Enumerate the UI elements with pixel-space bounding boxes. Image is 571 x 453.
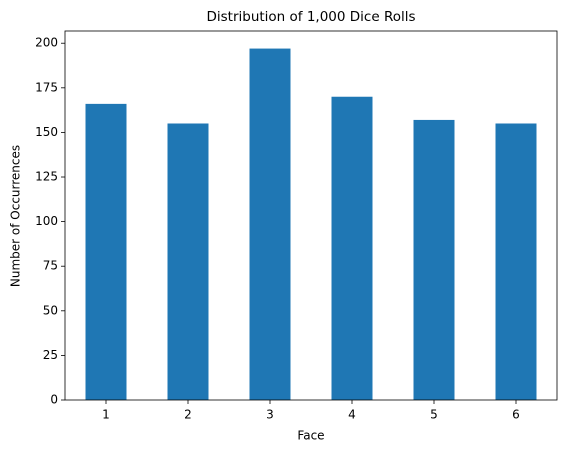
y-tick-label: 25 <box>43 348 58 362</box>
y-tick-label: 150 <box>35 125 58 139</box>
x-tick-label: 4 <box>348 408 356 422</box>
y-tick-label: 100 <box>35 214 58 228</box>
x-axis-label: Face <box>297 429 324 443</box>
x-tick-label: 3 <box>266 408 274 422</box>
bar <box>331 96 373 401</box>
bar <box>85 103 127 400</box>
bar <box>495 123 537 400</box>
y-tick-label: 75 <box>43 259 58 273</box>
x-tick-label: 2 <box>184 408 192 422</box>
y-tick-label: 200 <box>35 36 58 50</box>
x-tick-label: 1 <box>102 408 110 422</box>
y-tick-label: 0 <box>50 393 58 407</box>
y-axis-label: Number of Occurrences <box>9 145 23 287</box>
bar <box>249 48 291 400</box>
y-tick-label: 50 <box>43 303 58 317</box>
bar <box>413 119 455 400</box>
plot-frame <box>64 30 558 401</box>
x-tick-label: 6 <box>512 408 520 422</box>
y-tick-label: 175 <box>35 80 58 94</box>
chart-title: Distribution of 1,000 Dice Rolls <box>206 9 415 25</box>
bar <box>167 123 209 400</box>
y-tick-label: 125 <box>35 170 58 184</box>
x-tick-label: 5 <box>430 408 438 422</box>
